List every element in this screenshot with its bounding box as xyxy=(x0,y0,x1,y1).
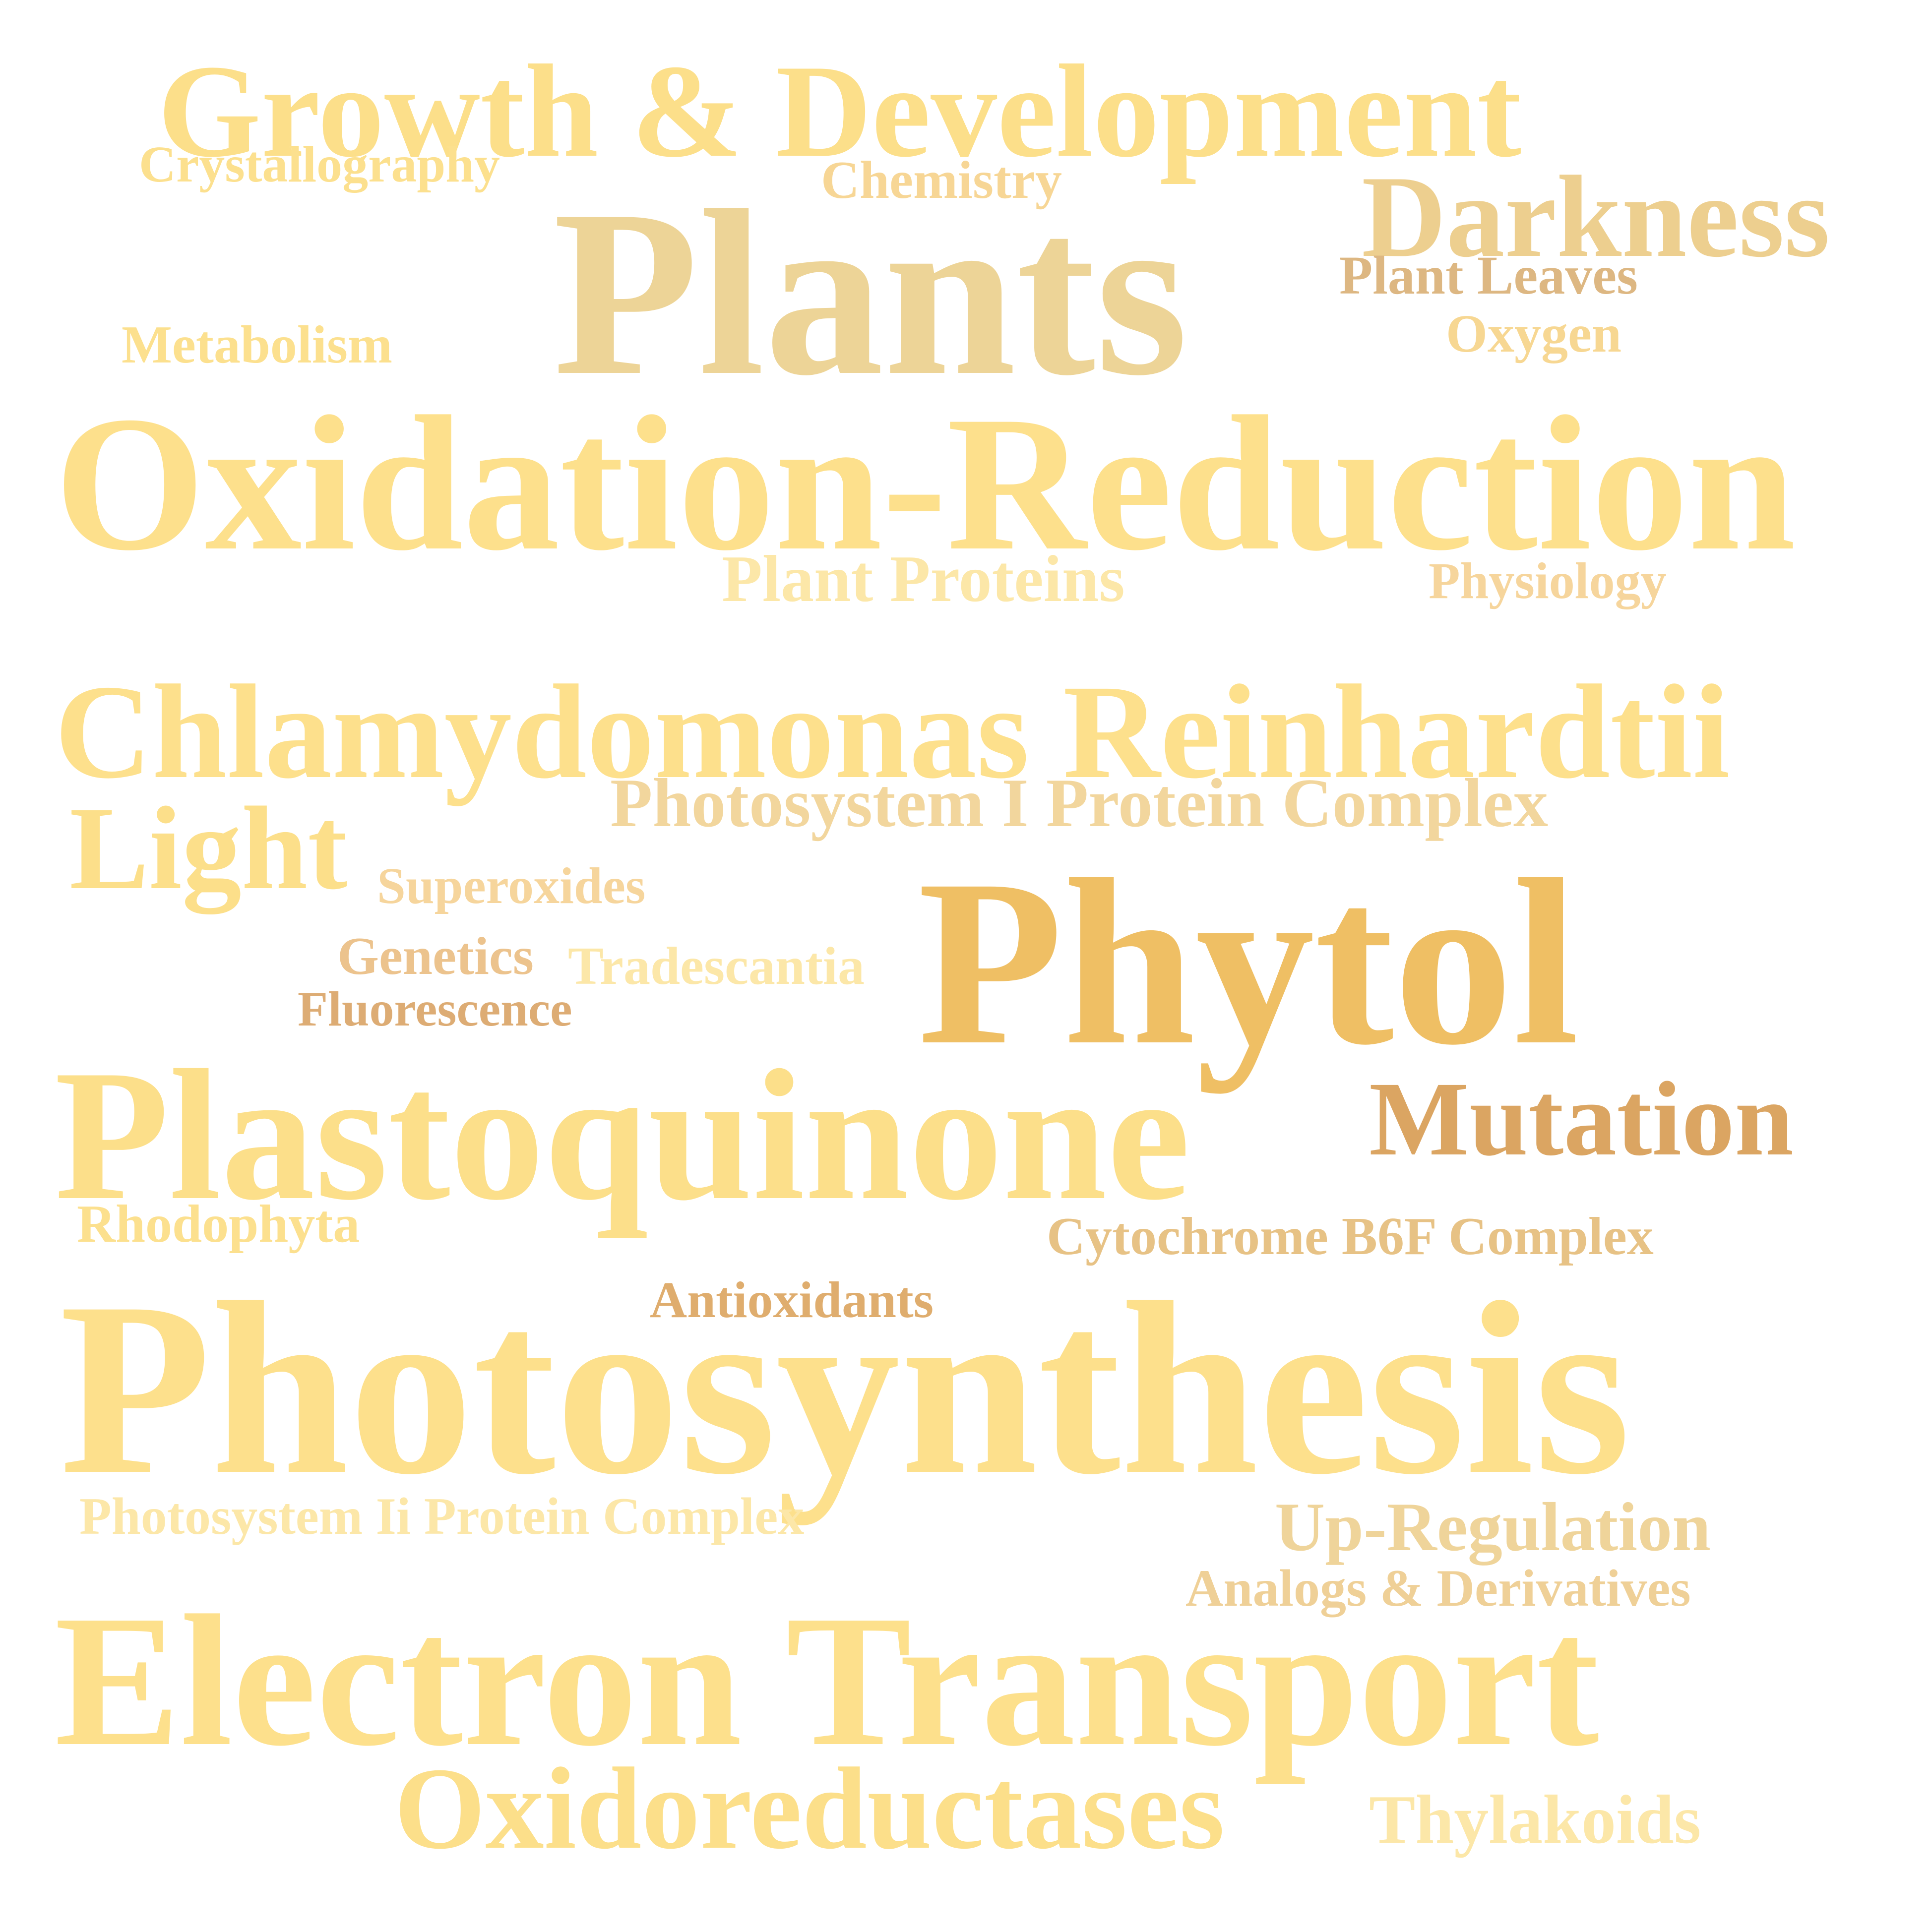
word-superoxides: Superoxides xyxy=(377,857,646,914)
word-chlamydomonas-reinhardtii: Chlamydomonas Reinhardtii xyxy=(55,657,1730,806)
word-photosynthesis: Photosynthesis xyxy=(60,1251,1631,1526)
word-oxidoreductases: Oxidoreductases xyxy=(394,1744,1225,1873)
word-phytol: Phytol xyxy=(918,830,1579,1094)
word-darkness: Darkness xyxy=(1362,152,1830,282)
word-genetics: Genetics xyxy=(337,927,534,986)
word-chemistry: Chemistry xyxy=(821,151,1062,210)
word-oxygen: Oxygen xyxy=(1446,304,1622,363)
word-physiology: Physiology xyxy=(1429,552,1667,609)
word-light: Light xyxy=(69,782,348,914)
word-photosystem-i-protein-complex: Photosystem I Protein Complex xyxy=(610,765,1549,842)
word-cytochrome-b6f-complex: Cytochrome B6F Complex xyxy=(1047,1207,1654,1266)
word-plants: Plants xyxy=(553,161,1188,424)
word-mutation: Mutation xyxy=(1369,1060,1794,1178)
word-rhodophyta: Rhodophyta xyxy=(77,1195,360,1254)
word-tradescantia: Tradescantia xyxy=(568,937,865,996)
word-plant-proteins: Plant Proteins xyxy=(722,542,1125,615)
word-thylakoids: Thylakoids xyxy=(1369,1781,1701,1858)
word-crystallography: Crystallography xyxy=(139,136,500,193)
word-oxidation-reduction: Oxidation-Reduction xyxy=(55,376,1796,591)
word-fluorescence: Fluorescence xyxy=(298,981,572,1036)
word-up-regulation: Up-Regulation xyxy=(1275,1489,1711,1566)
word-growth-development: Growth & Development xyxy=(158,37,1522,184)
word-electron-transport: Electron Transport xyxy=(55,1576,1599,1785)
word-antioxidants: Antioxidants xyxy=(650,1271,934,1328)
word-analogs-derivatives: Analogs & Derivatives xyxy=(1185,1559,1691,1617)
word-plant-leaves: Plant Leaves xyxy=(1339,245,1638,305)
word-plastoquinone: Plastoquinone xyxy=(55,1031,1190,1239)
word-photosystem-ii-protein-complex: Photosystem Ii Protein Complex xyxy=(79,1487,805,1545)
word-metabolism: Metabolism xyxy=(122,315,392,374)
